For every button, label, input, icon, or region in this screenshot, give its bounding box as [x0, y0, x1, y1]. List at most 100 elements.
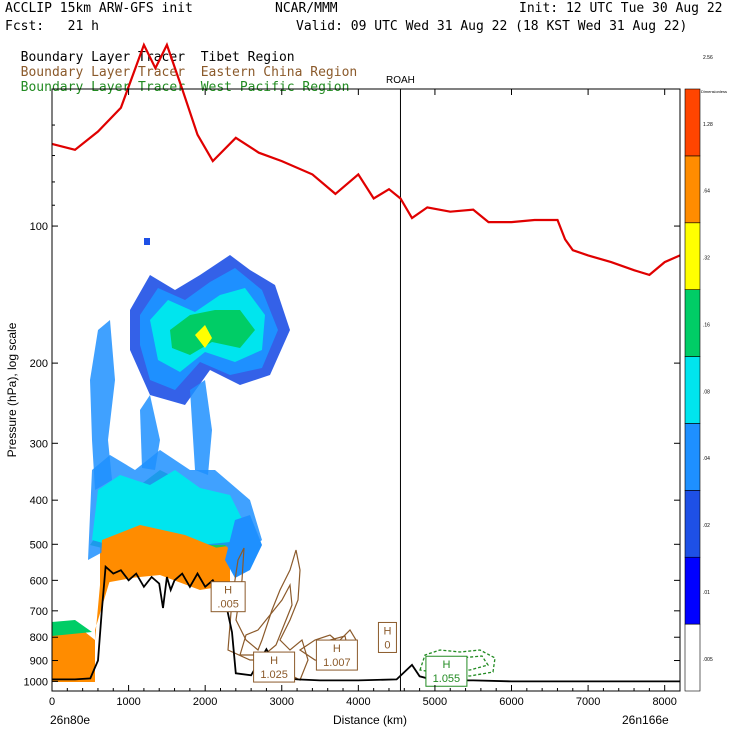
colorbar-label: 1.28 [703, 122, 713, 128]
colorbar-label: .08 [703, 389, 710, 395]
y-tick-label: 200 [30, 358, 48, 370]
colorbar-label: .16 [703, 322, 710, 328]
tracer-region: Eastern China Region [200, 65, 358, 80]
x-tick-label: 7000 [576, 696, 600, 708]
tracer-legend-1: Boundary Layer Tracer Tibet Region [5, 37, 295, 65]
max-label-box [377, 621, 397, 653]
max-label-box [315, 639, 358, 671]
valid-time: Valid: 09 UTC Wed 31 Aug 22 (18 KST Wed … [296, 19, 688, 34]
tracer-fill-upper-green [170, 310, 255, 355]
plot-title: ACCLIP 15km ARW-GFS init [5, 1, 193, 16]
contour-wp-1 [419, 649, 496, 677]
colorbar-swatch [684, 423, 701, 491]
terrain-line [52, 564, 680, 683]
max-label-letter: H [333, 643, 341, 655]
max-label-letter: H [383, 625, 391, 637]
y-tick-label: 1000 [24, 676, 48, 688]
y-tick-label: 300 [30, 438, 48, 450]
x-tick-label: 0 [49, 696, 55, 708]
tracer-region: West Pacific Region [200, 80, 350, 95]
x-axis-label: Distance (km) [333, 713, 407, 727]
max-label-value: 1.007 [323, 657, 351, 669]
forecast-hour: Fcst: 21 h [5, 19, 99, 34]
tracer-fill-east-plume [225, 515, 262, 578]
y-tick-label: 900 [30, 656, 48, 668]
contour-ec-2 [239, 582, 293, 656]
y-axis: 100 200 300 400 500 600 700 800 900 1000 [24, 124, 680, 688]
max-label-value: .005 [217, 599, 238, 611]
x-axis: 0 1000 2000 3000 4000 5000 6000 7000 8000 [49, 89, 677, 708]
colorbar-swatch [684, 88, 701, 157]
left-endpoint-label: 26n80e [50, 713, 90, 727]
colorbar-label: .32 [703, 256, 710, 262]
y-tick-label: 600 [30, 575, 48, 587]
max-label: H0 [377, 621, 397, 653]
colorbar-title: Dimensionless [701, 89, 727, 94]
max-label: H 1.055 [425, 655, 468, 687]
tracer-region: Tibet Region [200, 50, 295, 65]
init-time: Init: 12 UTC Tue 30 Aug 22 [519, 1, 723, 16]
colorbar: Dimensionless .005 .01 .02 .04 .08 .16 .32 .64 1… [684, 55, 727, 692]
tracer-fill-streamer-left [90, 320, 115, 490]
max-label-box [210, 581, 246, 613]
max-label: H .005 [210, 581, 246, 613]
x-tick-label: 4000 [346, 696, 370, 708]
colorbar-swatch [684, 222, 701, 290]
y-tick-label: 100 [30, 221, 48, 233]
x-tick-label: 6000 [499, 696, 523, 708]
max-label-value: 1.025 [260, 669, 288, 681]
tracer-legend-2: Boundary Layer Tracer Eastern China Regi… [5, 52, 358, 80]
x-tick-label: 5000 [423, 696, 447, 708]
tropopause-line [51, 42, 681, 277]
y-axis-label: Pressure (hPa), log scale [5, 322, 19, 457]
max-label-box [253, 651, 296, 683]
max-label-value: 1.055 [433, 673, 461, 685]
max-label: H 1.025 [253, 651, 296, 683]
x-tick-label: 1000 [116, 696, 140, 708]
tracer-fill-streamer-right [190, 380, 212, 475]
colorbar-label: 2.56 [703, 55, 713, 61]
roah-label: ROAH [386, 75, 415, 86]
tracer-fill-lowland [52, 628, 95, 682]
max-label-box [425, 655, 468, 687]
tracer-shading [52, 238, 290, 682]
colorbar-label: .04 [703, 456, 710, 462]
tracer-name: Boundary Layer Tracer [20, 80, 186, 95]
tracer-legend-3: Boundary Layer Tracer West Pacific Regio… [5, 67, 350, 95]
tracer-fill-lowland-top [52, 620, 92, 636]
y-tick-label: 500 [30, 539, 48, 551]
x-tick-label: 2000 [193, 696, 217, 708]
x-tick-label: 8000 [652, 696, 676, 708]
colorbar-swatch [684, 556, 701, 625]
tracer-fill-cyan-low [92, 470, 245, 545]
colorbar-swatch [684, 155, 701, 224]
tracer-fill-streamer-mid [140, 395, 160, 470]
plot-frame [51, 88, 681, 692]
max-label-value: 0 [384, 639, 390, 651]
colorbar-swatch [684, 623, 701, 692]
colorbar-swatch [684, 356, 701, 424]
tracer-fill-orange-core [100, 525, 228, 588]
colorbar-swatch [684, 490, 701, 558]
colorbar-label: .005 [703, 657, 713, 663]
tracer-fill-upper-yellow [195, 325, 212, 348]
max-label: H 1.007 [315, 639, 358, 671]
institution-label: NCAR/MMM [275, 1, 338, 16]
colorbar-swatch [684, 289, 701, 357]
tracer-fill-small-blob [144, 238, 150, 245]
y-tick-label: 800 [30, 632, 48, 644]
tracer-name: Boundary Layer Tracer [20, 50, 186, 65]
max-label-letter: H [224, 585, 232, 597]
right-endpoint-label: 26n166e [622, 713, 669, 727]
max-label-letter: H [270, 655, 278, 667]
colorbar-label: .01 [703, 590, 710, 596]
colorbar-label: .02 [703, 523, 710, 529]
colorbar-label: .64 [703, 189, 710, 195]
y-tick-label: 400 [30, 495, 48, 507]
tracer-name: Boundary Layer Tracer [20, 65, 186, 80]
y-tick-label: 700 [30, 606, 48, 618]
x-tick-label: 3000 [270, 696, 294, 708]
max-label-letter: H [442, 659, 450, 671]
